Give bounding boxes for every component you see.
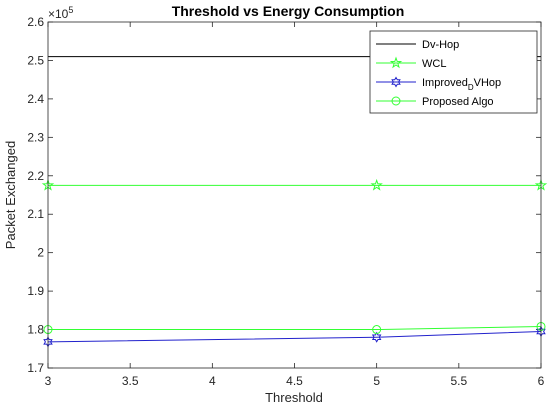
y-tick-label: 2.6 bbox=[27, 15, 44, 29]
data-point-improved-dvhop bbox=[371, 331, 382, 343]
y-tick-label: 2 bbox=[37, 246, 44, 260]
legend-label-sub: D bbox=[468, 83, 474, 92]
y-tick-label: 1.7 bbox=[27, 361, 44, 375]
data-point-proposed-algo bbox=[372, 325, 382, 335]
y-axis-label: Packet Exchanged bbox=[3, 141, 18, 249]
y-tick-label: 2.3 bbox=[27, 130, 44, 144]
legend-label-main: Proposed Algo bbox=[422, 96, 494, 108]
legend-item-dv-hop: Dv-Hop bbox=[376, 39, 459, 51]
axis-ticks: 3 3.5 4 4.5 5 5.5 6 1.7 1.8 1.9 2 2.1 2.2 2.3 2.4 2.5 2.… bbox=[27, 15, 544, 388]
data-point-wcl bbox=[370, 178, 383, 191]
legend-item-improved-dvhop: ImprovedDVHop bbox=[376, 76, 501, 92]
x-tick-label: 3 bbox=[45, 374, 52, 388]
legend-label-main: Improved bbox=[422, 77, 468, 89]
y-tick-label: 2.5 bbox=[27, 53, 44, 67]
series-line-proposed-algo bbox=[48, 325, 542, 331]
legend-marker bbox=[391, 96, 401, 106]
legend-label: ImprovedDVHop bbox=[422, 77, 501, 92]
legend-label: WCL bbox=[422, 58, 446, 70]
x-tick-label: 5 bbox=[373, 374, 380, 388]
legend-box bbox=[369, 30, 538, 114]
x-tick-label: 4.5 bbox=[286, 374, 303, 388]
y-exponent: ×105 bbox=[48, 5, 73, 21]
y-exponent-base: ×10 bbox=[48, 7, 69, 21]
legend-item-wcl: WCL bbox=[376, 56, 446, 70]
x-tick-label: 3.5 bbox=[122, 374, 139, 388]
y-tick-label: 2.2 bbox=[27, 169, 44, 183]
legend: Dv-Hop WCL ImprovedDVHop Proposed Algo bbox=[369, 30, 538, 114]
series-line-improved-dvhop bbox=[47, 330, 542, 343]
legend-label-main: WCL bbox=[422, 58, 446, 70]
legend-item-proposed-algo: Proposed Algo bbox=[376, 96, 494, 108]
x-axis-label: Threshold bbox=[265, 390, 323, 405]
chart-title: Threshold vs Energy Consumption bbox=[172, 3, 405, 19]
legend-label-main: Dv-Hop bbox=[422, 39, 459, 51]
x-tick-label: 6 bbox=[538, 374, 545, 388]
legend-label: Proposed Algo bbox=[422, 96, 494, 108]
plot-frame bbox=[47, 21, 542, 369]
y-exponent-power: 5 bbox=[68, 5, 73, 15]
y-tick-label: 2.4 bbox=[27, 92, 44, 106]
legend-marker bbox=[391, 76, 401, 88]
legend-label: Dv-Hop bbox=[422, 39, 459, 51]
y-exponent-label: ×105 bbox=[48, 5, 73, 21]
y-tick-label: 1.8 bbox=[27, 323, 44, 337]
legend-label-tail: VHop bbox=[474, 77, 502, 89]
y-tick-label: 2.1 bbox=[27, 207, 44, 221]
y-tick-label: 1.9 bbox=[27, 284, 44, 298]
legend-marker bbox=[389, 56, 403, 69]
x-tick-label: 5.5 bbox=[450, 374, 467, 388]
x-tick-label: 4 bbox=[209, 374, 216, 388]
